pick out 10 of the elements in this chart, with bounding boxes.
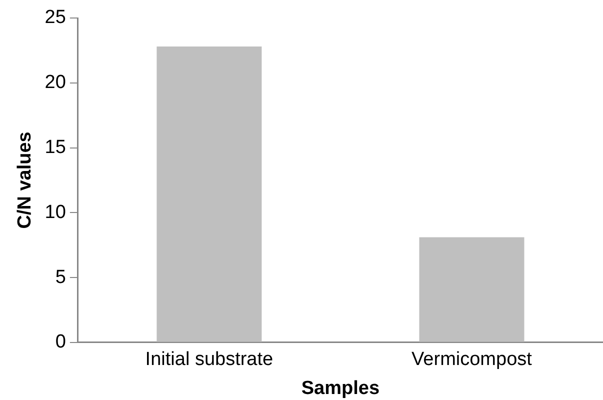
y-tick-label: 15 [44, 136, 66, 158]
y-axis-title: C/N values [14, 132, 36, 229]
y-tick-label: 0 [55, 332, 66, 353]
x-axis-title: Samples [301, 378, 380, 399]
y-tick-label: 5 [55, 266, 66, 288]
y-tick-label: 10 [44, 202, 66, 223]
x-tick-label: Initial substrate [145, 349, 274, 370]
y-tick-label: 25 [44, 7, 66, 28]
y-tick-label: 20 [44, 72, 66, 94]
x-tick-label: Vermicompost [412, 349, 533, 370]
